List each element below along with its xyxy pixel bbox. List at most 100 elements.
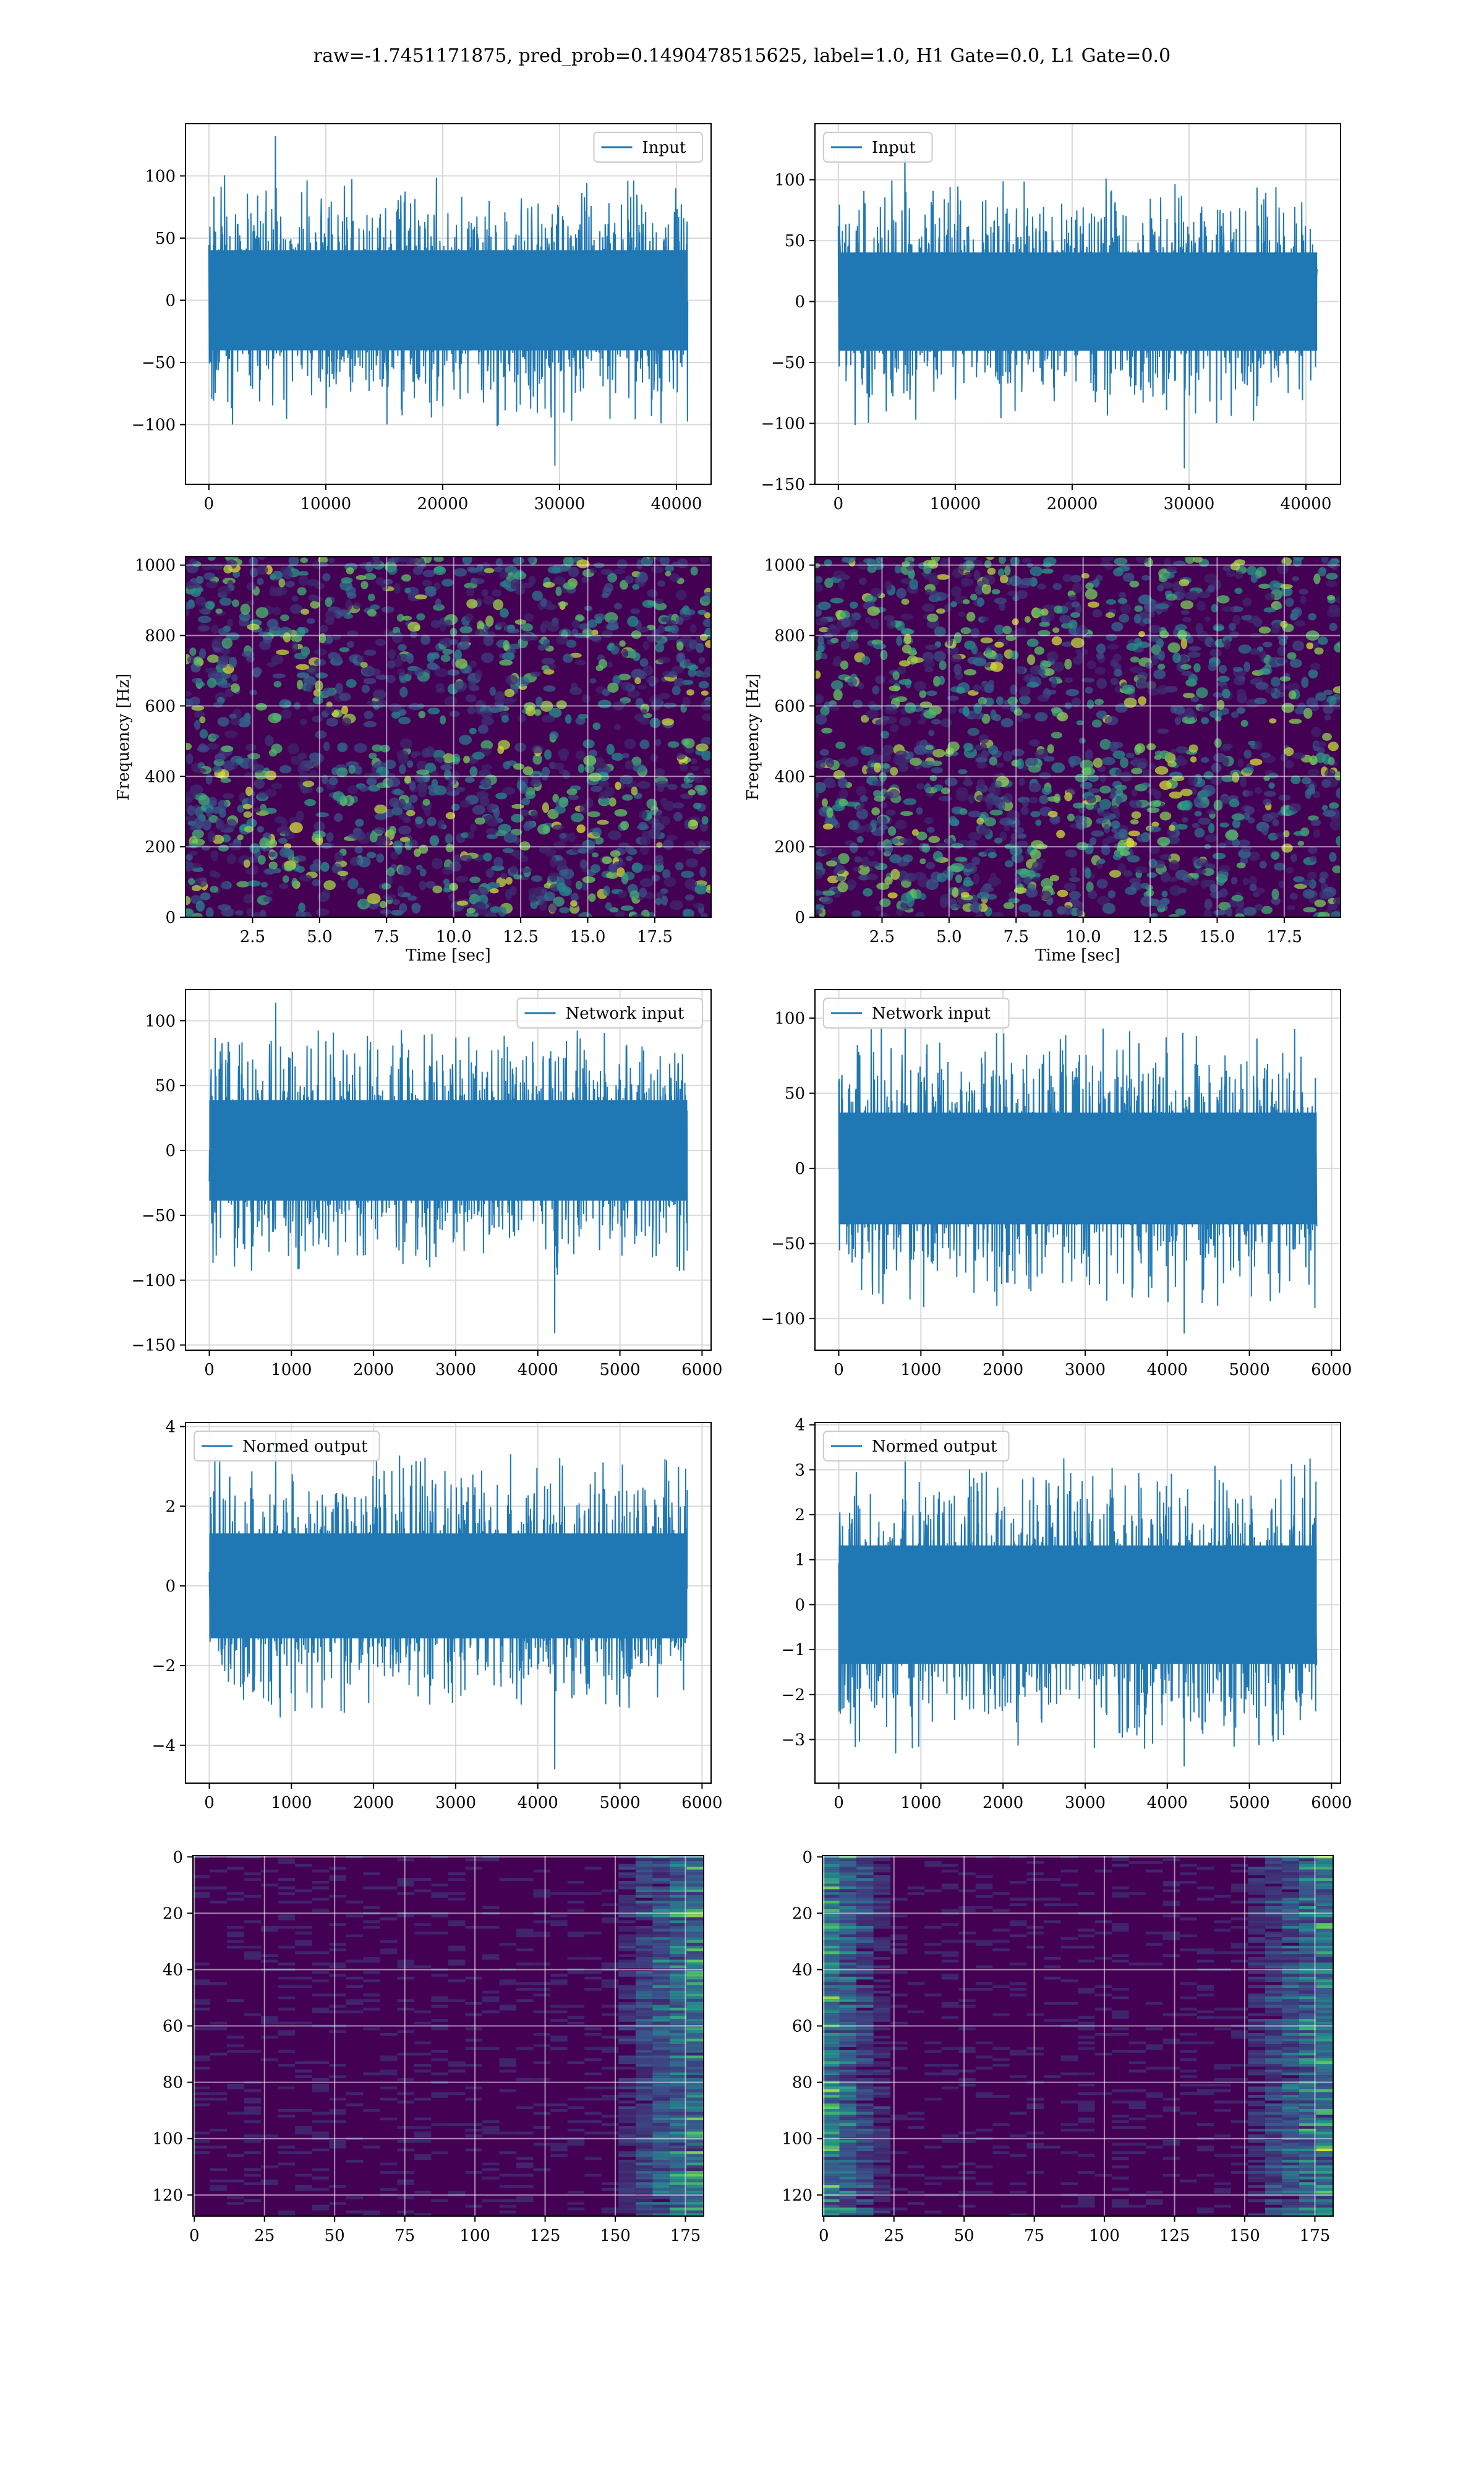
heatmap-cell: [380, 1917, 398, 1920]
heatmap-cell: [686, 1943, 704, 1946]
spectrogram-speck: [195, 807, 203, 818]
spectrogram-speck: [1254, 697, 1267, 704]
heatmap-cell: [312, 2148, 330, 2152]
spectrogram-speck: [194, 710, 205, 718]
spectrogram-speck: [542, 826, 550, 834]
x-tick-label: 5000: [599, 1361, 640, 1379]
spectrogram-speck: [469, 876, 481, 883]
heatmap-cell: [601, 2188, 619, 2191]
spectrogram-speck: [1172, 652, 1181, 664]
heatmap-cell: [975, 1875, 993, 1878]
heatmap-cell: [652, 2035, 670, 2039]
heatmap-cell: [278, 1945, 296, 1949]
spectrogram-speck: [1301, 677, 1309, 688]
heatmap-cell: [414, 2154, 432, 2157]
heatmap-cell: [550, 2108, 568, 2112]
spectrogram-speck: [489, 687, 497, 696]
spectrogram-speck: [1242, 597, 1252, 607]
spectrogram-speck: [999, 602, 1006, 611]
spectrogram-speck: [588, 635, 602, 641]
spectrogram-speck: [1284, 747, 1294, 756]
spectrogram-speck: [878, 824, 889, 831]
spectrogram-speck: [427, 817, 437, 826]
spectrogram-speck: [504, 688, 515, 698]
spectrogram-speck: [1193, 663, 1201, 673]
spectrogram-speck: [315, 908, 330, 916]
spectrogram-speck: [955, 903, 963, 909]
spectrogram-speck: [1279, 584, 1293, 589]
spectrogram-speck: [531, 635, 539, 641]
spectrogram-speck: [1271, 677, 1281, 687]
spectrogram-speck: [693, 903, 705, 909]
spectrogram-speck: [1307, 871, 1317, 880]
spectrogram-speck: [611, 753, 624, 761]
heatmap-cell: [669, 1889, 687, 1893]
spectrogram-speck: [954, 857, 968, 862]
spectrogram-speck: [365, 562, 373, 573]
heatmap-cell: [295, 1976, 312, 1980]
spectrogram-speck: [944, 777, 958, 787]
spectrogram-speck: [873, 790, 882, 797]
heatmap-cell: [414, 2126, 432, 2129]
heatmap-cell: [210, 1886, 227, 1890]
spectrogram-speck: [505, 876, 513, 885]
panels-container: 0 10000 20000 30000 40000−100−50050100Input0…: [114, 123, 1352, 2245]
heatmap-cell: [244, 2199, 262, 2202]
spectrogram-speck: [1274, 862, 1286, 871]
heatmap-cell: [261, 2016, 278, 2019]
heatmap-cell: [686, 2035, 704, 2039]
heatmap-cell: [669, 2142, 687, 2146]
spectrogram-speck: [495, 558, 503, 567]
spectrogram-speck: [1318, 877, 1326, 884]
heatmap-cell: [618, 2177, 636, 2180]
spectrogram-speck: [453, 568, 467, 577]
heatmap-cell: [669, 1925, 687, 1929]
spectrogram-speck: [1211, 763, 1222, 773]
spectrogram-speck: [513, 850, 524, 859]
spectrogram-speck: [289, 604, 303, 614]
heatmap-cell: [686, 2008, 704, 2011]
axes-frame: [814, 1422, 1341, 1784]
spectrogram-speck: [1068, 876, 1081, 883]
spectrogram-speck: [1250, 758, 1263, 766]
spectrogram-speck: [1301, 777, 1311, 785]
spectrogram-speck: [1225, 829, 1239, 841]
heatmap-cell: [686, 2168, 704, 2172]
heatmap-cell: [822, 1894, 840, 1898]
spectrogram-speck: [986, 557, 994, 560]
heatmap-cell: [669, 2089, 687, 2092]
spectrogram-speck: [920, 760, 934, 768]
spectrogram-speck: [524, 613, 534, 622]
heatmap-cell: [482, 2162, 500, 2166]
spectrogram-speck: [926, 614, 939, 622]
heatmap-cell: [1264, 1875, 1282, 1878]
spectrogram-speck: [578, 848, 587, 854]
spectrogram-speck: [1146, 872, 1158, 878]
heatmap-cell: [567, 1934, 585, 1938]
heatmap-cell: [652, 1920, 670, 1924]
heatmap-cell: [244, 1878, 262, 1881]
heatmap-cell: [856, 1869, 874, 1873]
spectrogram-speck: [902, 854, 913, 863]
heatmap-cell: [652, 1971, 670, 1974]
spectrogram-speck: [519, 632, 533, 641]
spectrogram-speck: [626, 855, 633, 862]
heatmap-cell: [686, 2055, 704, 2058]
heatmap-cell: [652, 2188, 670, 2191]
spectrogram-speck: [873, 643, 887, 649]
spectrogram-speck: [1028, 797, 1039, 804]
spectrogram-speck: [403, 817, 411, 823]
chart-row4-right: 0 1000 2000 3000 4000 5000 6000−3−2−101234Norm…: [782, 1416, 1352, 1812]
spectrogram-speck: [1230, 876, 1238, 884]
spectrogram-speck: [1320, 891, 1333, 900]
heatmap-cell: [431, 1894, 448, 1898]
heatmap-cell: [669, 1965, 687, 1969]
heatmap-cell: [1112, 1892, 1129, 1895]
spectrogram-speck: [1071, 637, 1085, 648]
heatmap-cell: [652, 1928, 670, 1932]
spectrogram-speck: [560, 754, 568, 761]
spectrogram-speck: [874, 762, 882, 773]
spectrogram-speck: [298, 575, 309, 586]
heatmap-cell: [1282, 1867, 1299, 1870]
spectrogram-speck: [397, 668, 406, 676]
